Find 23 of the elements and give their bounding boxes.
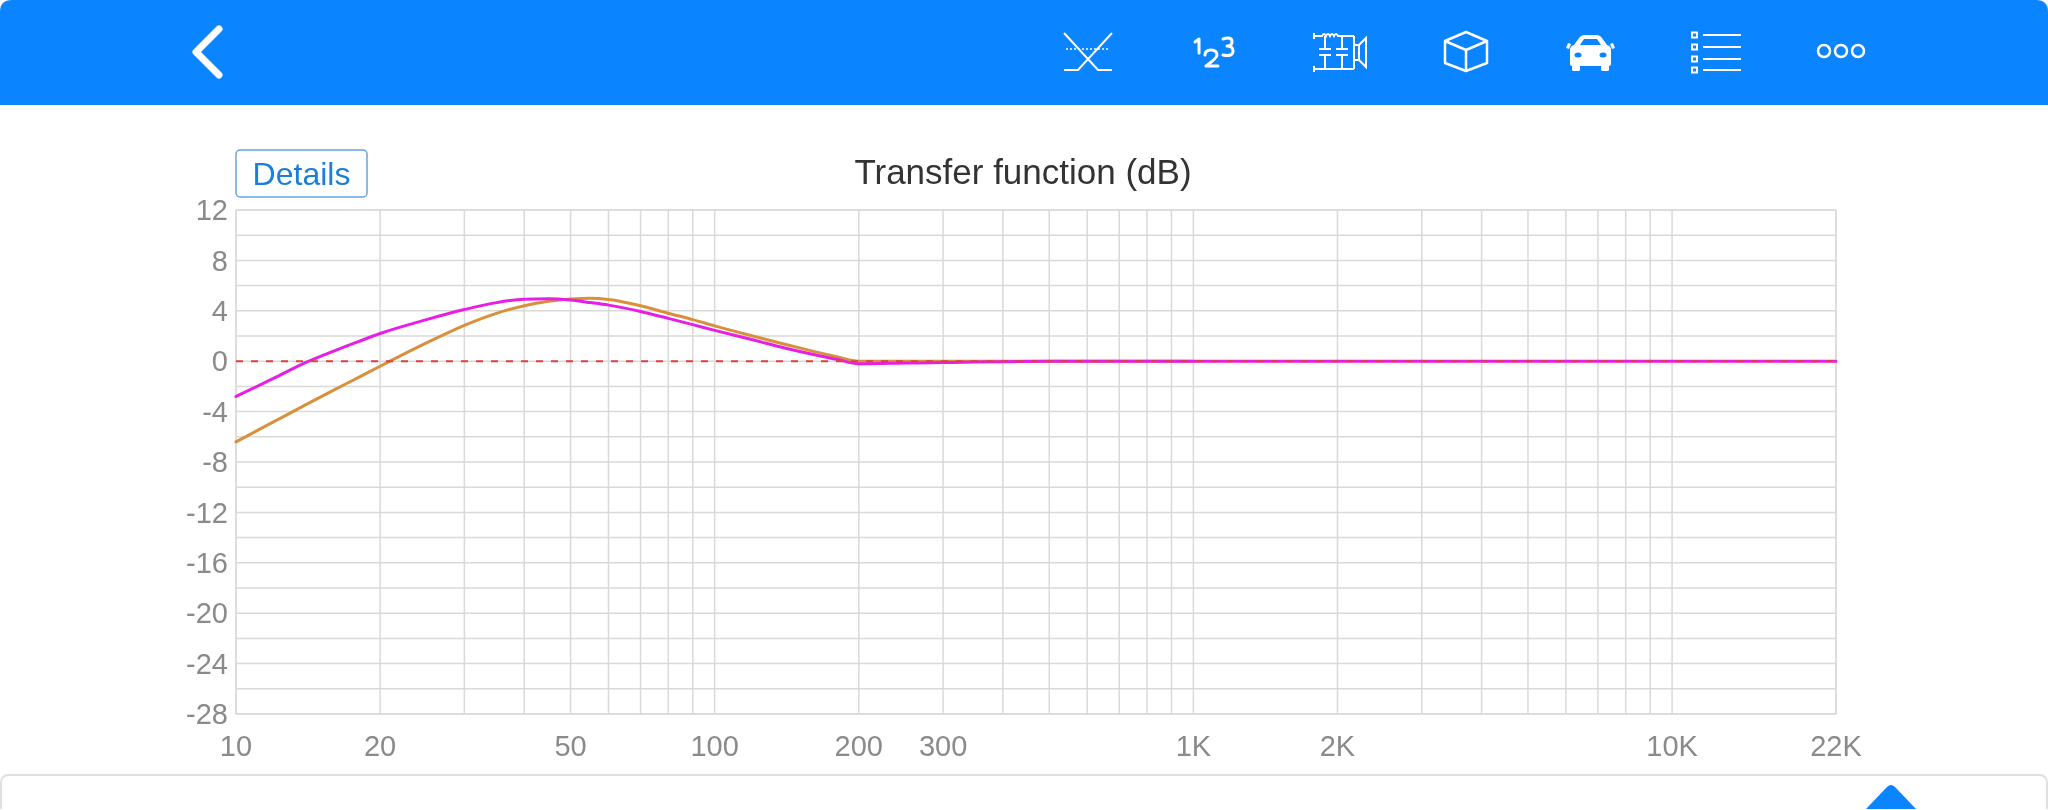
y-tick-label: -16 — [186, 546, 228, 579]
button: Details — [235, 149, 368, 198]
x-tick-label: 2K — [1319, 730, 1356, 763]
y-tick-label: 12 — [195, 194, 228, 227]
y-tick-label: -12 — [186, 496, 228, 529]
y-tick-label: -28 — [186, 698, 228, 731]
y-tick-label: -24 — [186, 647, 228, 680]
y-tick-label: -8 — [202, 446, 228, 479]
x-tick-label: 300 — [918, 730, 968, 763]
x-tick-label: 100 — [690, 730, 739, 763]
y-tick-label: -20 — [186, 597, 228, 630]
x-tick-label: 200 — [834, 730, 883, 763]
x-tick-label: 22K — [1810, 730, 1863, 763]
y-tick-label: 4 — [211, 294, 228, 327]
y-tick-label: 8 — [211, 244, 228, 277]
x-tick-label: 10K — [1646, 730, 1699, 763]
x-tick-label: 20 — [363, 730, 397, 763]
x-tick-label: 50 — [554, 730, 587, 763]
chart-title: Transfer function (dB) — [854, 152, 1192, 191]
x-tick-label: 1K — [1175, 730, 1212, 763]
y-tick-label: -4 — [202, 395, 228, 428]
x-tick-label: 10 — [219, 730, 253, 763]
y-tick-label: 0 — [211, 345, 228, 378]
